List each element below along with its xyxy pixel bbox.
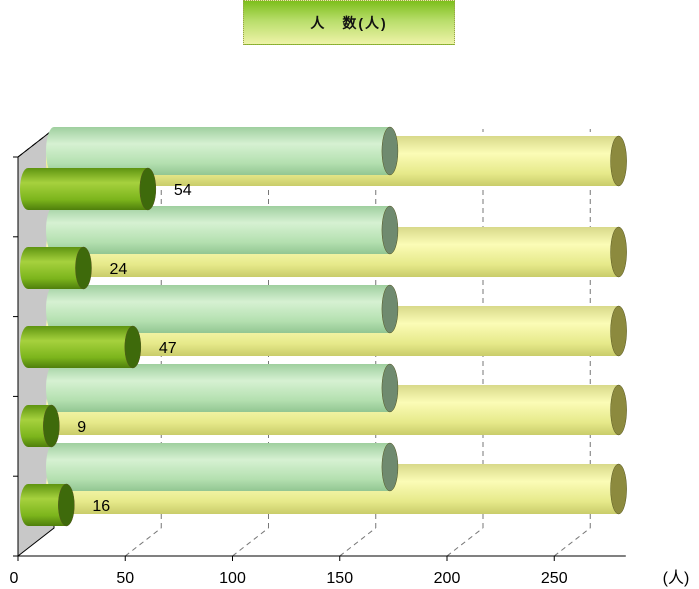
- bar-mint-3-cap: [381, 363, 399, 413]
- x-tick-label-4: 200: [434, 570, 461, 587]
- bar-yellow-1-cap: [610, 226, 627, 278]
- data-label-4: 16: [92, 498, 110, 515]
- grid-line-depth-5: [553, 527, 591, 557]
- x-tick-label-2: 100: [219, 570, 246, 587]
- x-unit-label: (人): [663, 569, 690, 587]
- bar-mint-2-body: [46, 285, 398, 333]
- top-depth-edge: [17, 128, 55, 158]
- bar-yellow-0-cap: [610, 135, 627, 187]
- bar-green-0-body: [20, 168, 156, 210]
- bar-green-2-cap: [124, 325, 142, 369]
- bar-green-0: [20, 167, 157, 211]
- bar-mint-3-body: [46, 364, 398, 412]
- bar-mint-4-cap: [381, 442, 399, 492]
- bar-yellow-2-cap: [610, 305, 627, 357]
- x-tick-label-0: 0: [10, 570, 19, 587]
- data-label-3: 9: [77, 419, 86, 436]
- bar-green-0-cap: [139, 167, 157, 211]
- bar-green-1-body: [20, 247, 92, 289]
- data-label-0: 54: [174, 182, 192, 199]
- bar-green-2: [20, 325, 142, 369]
- data-label-2: 47: [159, 340, 177, 357]
- bar-mint-0-cap: [381, 126, 399, 176]
- grid-line-depth-3: [339, 527, 377, 557]
- chart-title: 人 数(人): [243, 0, 455, 45]
- bar-mint-1-body: [46, 206, 398, 254]
- grid-line-depth-1: [124, 527, 162, 557]
- x-tick-label-5: 250: [541, 570, 568, 587]
- grid-line-depth-4: [446, 527, 484, 557]
- bar-green-1: [20, 246, 92, 290]
- bar-mint-1-cap: [381, 205, 399, 255]
- bar-green-3-cap: [43, 404, 60, 448]
- bar-yellow-4-cap: [610, 463, 627, 515]
- bar-mint-2: [46, 284, 399, 334]
- bar-mint-2-cap: [381, 284, 399, 334]
- x-tick-label-1: 50: [116, 570, 134, 587]
- bar-yellow-3-cap: [610, 384, 627, 436]
- grid-line-depth-2: [232, 527, 269, 557]
- bar-green-4-cap: [58, 483, 75, 527]
- bar-green-3: [20, 404, 60, 448]
- bar-green-4: [20, 483, 75, 527]
- bar-mint-3: [46, 363, 399, 413]
- bar-mint-1: [46, 205, 399, 255]
- bar-green-2-body: [20, 326, 141, 368]
- bar-mint-0-body: [46, 127, 398, 175]
- data-label-1: 24: [109, 261, 127, 278]
- bar-mint-4: [46, 442, 399, 492]
- bar-green-1-cap: [75, 246, 92, 290]
- bar-mint-0: [46, 126, 399, 176]
- x-tick-label-3: 150: [326, 570, 353, 587]
- bar-mint-4-body: [46, 443, 398, 491]
